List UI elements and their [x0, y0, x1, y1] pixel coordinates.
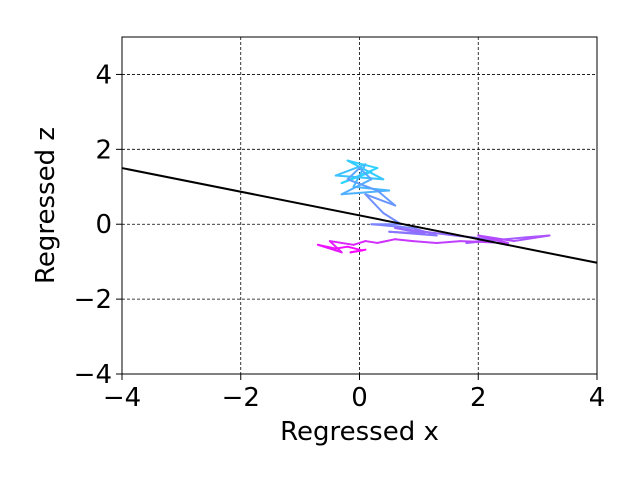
x-tick-label: −4: [103, 383, 141, 413]
trajectory-segment: [340, 178, 373, 196]
trajectory-segment: [376, 238, 397, 244]
y-tick-label: −4: [74, 360, 112, 390]
x-tick-label: −2: [222, 383, 260, 413]
trajectory-segment: [364, 193, 385, 214]
fit-line-path: [121, 167, 598, 264]
trajectory-segment: [394, 226, 456, 237]
trajectory-segment: [364, 240, 379, 244]
trajectory-segment: [435, 240, 462, 244]
y-tick-label: 0: [95, 210, 112, 240]
trajectory-series: [316, 159, 551, 254]
ticks: [116, 73, 598, 380]
trajectory-segment: [358, 167, 373, 181]
y-axis-label: Regressed z: [31, 127, 61, 284]
fit-line: [121, 167, 598, 264]
trajectory-segment: [346, 167, 361, 181]
trajectory-segment: [334, 245, 349, 250]
trajectory-segment: [370, 223, 414, 229]
trajectory-segment: [411, 240, 438, 244]
y-tick-label: −2: [74, 285, 112, 315]
trajectory-segment: [346, 159, 385, 181]
trajectory-segment: [394, 238, 414, 243]
trajectory-segment: [512, 234, 551, 243]
trajectory-segment: [376, 189, 397, 207]
x-tick-label: 2: [470, 383, 487, 413]
trajectory-segment: [477, 234, 509, 244]
y-tick-label: 4: [95, 60, 112, 90]
trajectory-segment: [334, 163, 367, 177]
trajectory-segment: [328, 240, 355, 246]
trajectory-segment: [346, 178, 379, 192]
trajectory-segment: [346, 159, 379, 170]
trajectory-segment: [349, 248, 367, 254]
x-tick-label: 4: [589, 383, 606, 413]
x-tick-label: 0: [351, 383, 368, 413]
grid: [121, 37, 598, 375]
x-axis-label: Regressed x: [280, 417, 439, 447]
y-tick-label: 2: [95, 135, 112, 165]
trajectory-segment: [364, 193, 397, 207]
trajectory-segment: [352, 240, 367, 246]
trajectory-segment: [328, 240, 343, 254]
tick-labels: −4 −2 0 2 4 −4 −2 0 2 4: [74, 60, 606, 413]
trajectory-segment: [316, 243, 337, 250]
trajectory-segment: [340, 189, 391, 196]
